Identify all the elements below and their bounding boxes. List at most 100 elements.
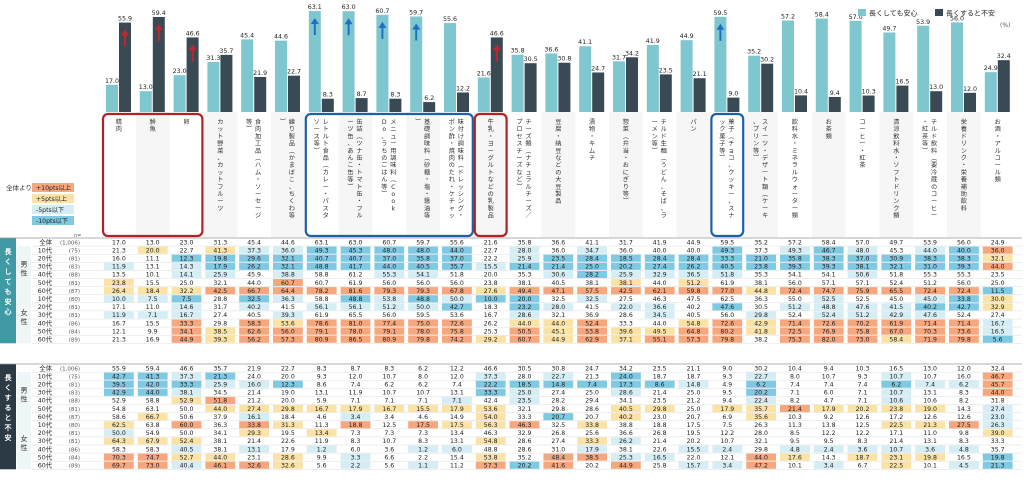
- trend-arrow-head: [492, 44, 501, 51]
- table-cell-highlight: [306, 335, 337, 343]
- table-cell: 32.1: [551, 312, 565, 319]
- table-cell: 55.3: [923, 272, 937, 279]
- table-cell: 20.2: [754, 390, 768, 397]
- bar-unsafe-value: 55.9: [118, 16, 132, 23]
- category-label: 飲料水・ミネラルウォーター類: [792, 118, 799, 220]
- table-cell-highlight: [374, 254, 405, 262]
- table-cell-highlight: [577, 270, 607, 278]
- table-cell: 16.7: [315, 406, 329, 413]
- table-cell-highlight: [678, 380, 709, 388]
- table-cell: 27.6: [484, 288, 498, 295]
- category-label: お酒・アルコール類: [995, 119, 1002, 184]
- table-cell-highlight: [915, 319, 945, 327]
- table-cell: 33.3: [484, 390, 498, 397]
- table-cell: 9.3: [858, 373, 868, 380]
- table-cell: 34.1: [213, 430, 227, 437]
- table-cell: 80.9: [382, 337, 396, 344]
- table-cell-highlight: [611, 287, 641, 295]
- table-cell: 22.6: [281, 438, 295, 445]
- table-cell-highlight: [408, 287, 438, 295]
- bar-unsafe-value: 46.6: [186, 30, 200, 37]
- table-cell: 8.7: [351, 365, 361, 372]
- table-cell: 13.1: [450, 390, 464, 397]
- row-n: (84): [69, 329, 80, 335]
- bar-unsafe-value: 23.5: [659, 67, 673, 74]
- table-cell-highlight: [847, 335, 878, 343]
- table-cell: 40.5: [180, 446, 194, 453]
- table-cell: 39.3: [822, 264, 836, 271]
- table-cell-highlight: [543, 372, 574, 380]
- table-cell: 21.4: [788, 406, 802, 413]
- table-cell: 27.5: [957, 422, 971, 429]
- table-cell: 45.3: [349, 247, 363, 254]
- table-cell: 5.9: [317, 398, 327, 405]
- table-cell-highlight: [374, 319, 405, 327]
- table-cell: 9.5: [824, 438, 834, 445]
- table-cell-highlight: [171, 335, 202, 343]
- table-cell-highlight: [915, 335, 945, 343]
- table-cell-highlight: [509, 421, 540, 429]
- table-cell: 30.8: [551, 365, 565, 372]
- table-cell: 41.5: [585, 304, 599, 311]
- table-cell-highlight: [949, 327, 979, 335]
- table-cell: 31.3: [281, 422, 295, 429]
- table-cell-highlight: [543, 327, 574, 335]
- table-cell: 53.8: [382, 296, 396, 303]
- table-cell: 10.7: [720, 438, 734, 445]
- table-cell: 3.6: [858, 446, 868, 453]
- bar-safe: [579, 46, 592, 112]
- table-cell-highlight: [678, 445, 709, 453]
- category-label: スイーツ・デザート類︵ケーキ: [762, 119, 769, 220]
- bar-unsafe: [693, 78, 706, 112]
- table-cell-highlight: [374, 270, 405, 278]
- table-cell-highlight: [915, 246, 945, 254]
- bar-unsafe: [220, 54, 233, 112]
- row-label: 30代: [38, 436, 53, 445]
- table-cell: 9.0: [722, 365, 732, 372]
- table-cell: 78.0: [416, 328, 430, 335]
- table-cell: 51.8: [889, 272, 903, 279]
- safe-table-female-band: [17, 294, 31, 344]
- table-cell: 6.0: [452, 446, 462, 453]
- table-cell: 51.8: [450, 272, 464, 279]
- table-cell-highlight: [611, 413, 641, 421]
- trend-arrow-head: [716, 23, 725, 30]
- table-cell: 6.9: [722, 414, 732, 421]
- row-n: (75): [69, 248, 80, 254]
- table-cell: 10.6: [889, 398, 903, 405]
- table-cell: 79.8: [957, 337, 971, 344]
- table-cell: 55.9: [112, 365, 126, 372]
- table-cell-highlight: [509, 461, 540, 469]
- table-cell-highlight: [171, 319, 202, 327]
- category-label-cont: 等︶: [246, 118, 253, 133]
- table-cell: 62.9: [585, 337, 599, 344]
- row-n: (81): [69, 383, 80, 389]
- table-cell-highlight: [442, 405, 472, 413]
- table-cell: 23.5: [653, 398, 667, 405]
- table-cell-highlight: [374, 287, 405, 295]
- table-cell-highlight: [712, 327, 743, 335]
- table-cell-highlight: [611, 254, 641, 262]
- table-cell: 37.0: [450, 256, 464, 263]
- table-cell: 10.1: [788, 463, 802, 470]
- table-cell-highlight: [442, 287, 472, 295]
- bar-unsafe-value: 21.9: [253, 70, 267, 77]
- table-cell: 6.2: [959, 382, 969, 389]
- table-cell: 19.0: [923, 406, 937, 413]
- row-n: (83): [69, 391, 80, 397]
- table-cell: 11.9: [349, 390, 363, 397]
- table-cell: 32.4: [991, 365, 1005, 372]
- table-cell: 72.4: [788, 288, 802, 295]
- table-cell: 28.6: [585, 406, 599, 413]
- table-cell: 55.3: [382, 272, 396, 279]
- table-cell: 27.5: [619, 296, 633, 303]
- table-cell-highlight: [949, 319, 979, 327]
- table-cell: 19.5: [281, 430, 295, 437]
- table-cell: 33.8: [585, 422, 599, 429]
- table-cell: 50.6: [180, 414, 194, 421]
- table-cell: 12.0: [957, 365, 971, 372]
- table-cell: 32.9: [991, 304, 1005, 311]
- bar-unsafe-value: 30.8: [557, 56, 571, 63]
- table-cell: 21.6: [484, 239, 498, 246]
